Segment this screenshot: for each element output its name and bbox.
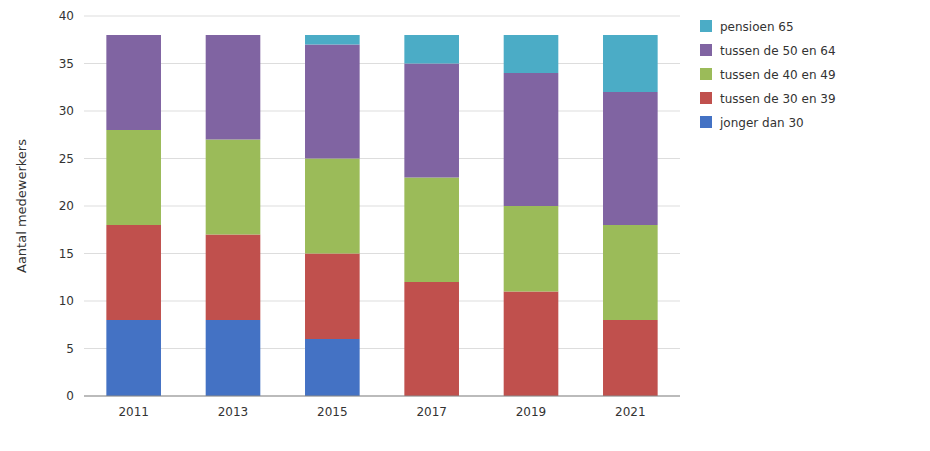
grid-line [84, 158, 680, 159]
series-1 [106, 225, 657, 396]
bar-segment [106, 320, 161, 396]
bar-segment [504, 206, 559, 292]
bar-segment [404, 35, 459, 64]
y-tick-label: 15 [59, 247, 74, 261]
bar-segment [106, 130, 161, 225]
legend-swatch [700, 116, 712, 128]
bar-segment [206, 320, 261, 396]
bar-segment [206, 235, 261, 321]
bar-segment [106, 35, 161, 130]
y-tick-label: 0 [66, 389, 74, 403]
grid-line [84, 63, 680, 64]
bar-segment [106, 225, 161, 320]
series-4 [305, 35, 658, 92]
legend-label: jonger dan 30 [719, 116, 804, 130]
x-tick-label: 2013 [218, 405, 249, 419]
chart-svg: 0 5 10 15 20 25 30 35 40 Aantal medewerkers 2011 20… [0, 0, 930, 451]
bar-segment [603, 92, 658, 225]
bar-segment [603, 35, 658, 92]
bar-segment [404, 178, 459, 283]
legend-label: tussen de 50 en 64 [720, 44, 836, 58]
legend-swatch [700, 92, 712, 104]
bar-segment [206, 35, 261, 36]
grid-line [84, 301, 680, 302]
y-tick-label: 10 [59, 294, 74, 308]
y-tick-label: 40 [59, 9, 74, 23]
bar-segment [206, 35, 261, 140]
bar-segment [404, 64, 459, 178]
series-2 [106, 130, 657, 320]
bar-segment [305, 254, 360, 340]
bar-segment [305, 45, 360, 159]
x-tick-label: 2011 [118, 405, 149, 419]
legend-label: tussen de 40 en 49 [720, 68, 836, 82]
bar-segment [504, 73, 559, 206]
y-tick-label: 35 [59, 57, 74, 71]
legend-label: pensioen 65 [720, 20, 794, 34]
y-tick-label: 30 [59, 104, 74, 118]
x-tick-label: 2019 [516, 405, 547, 419]
grid-line [84, 348, 680, 349]
bar-segment [305, 35, 360, 45]
grid-line [84, 396, 680, 397]
bar-segment [603, 320, 658, 396]
bar-segment [206, 140, 261, 235]
legend-label: tussen de 30 en 39 [720, 92, 836, 106]
y-axis-label: Aantal medewerkers [14, 139, 29, 273]
grid-line [84, 206, 680, 207]
y-tick-label: 5 [66, 342, 74, 356]
x-tick-label: 2017 [416, 405, 447, 419]
bar-segment [305, 339, 360, 396]
x-axis-line [84, 396, 680, 397]
bar-segment [504, 292, 559, 397]
grid-line [84, 253, 680, 254]
bar-segment [603, 225, 658, 320]
y-tick-label: 25 [59, 152, 74, 166]
bar-segment [504, 35, 559, 73]
bar-segment [404, 282, 459, 396]
x-tick-label: 2015 [317, 405, 348, 419]
legend-swatch [700, 68, 712, 80]
bar-segment [305, 159, 360, 254]
x-tick-label: 2021 [615, 405, 646, 419]
legend-swatch [700, 20, 712, 32]
legend-swatch [700, 44, 712, 56]
y-tick-label: 20 [59, 199, 74, 213]
legend: pensioen 65 tussen de 50 en 64 tussen de 4… [700, 20, 836, 130]
grid [84, 16, 680, 396]
grid-line [84, 16, 680, 17]
bar-segment [106, 35, 161, 36]
grid-line [84, 111, 680, 112]
bars [106, 35, 657, 396]
series-3 [106, 35, 657, 225]
chart-container: 0 5 10 15 20 25 30 35 40 Aantal medewerkers 2011 20… [0, 0, 930, 451]
